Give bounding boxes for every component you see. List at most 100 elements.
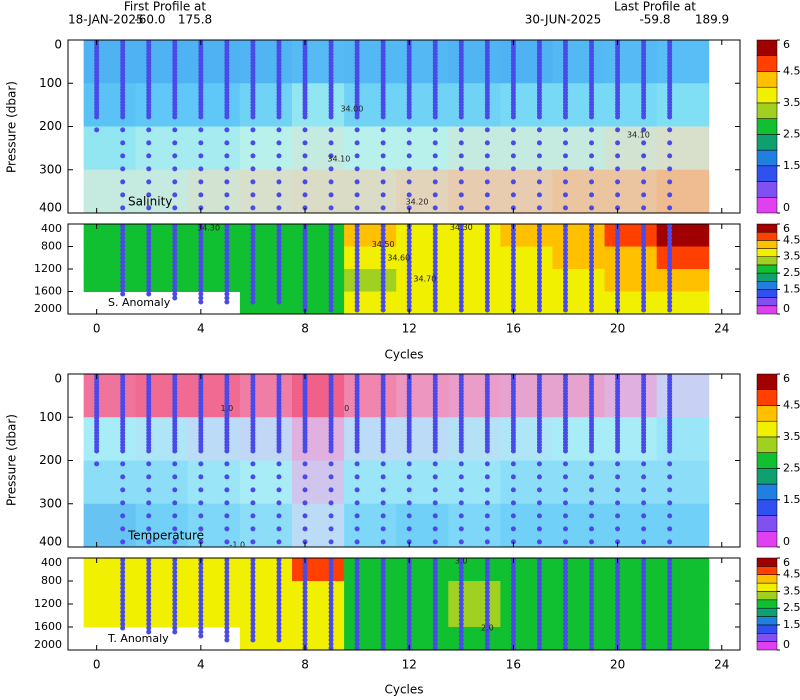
heatmap-cell xyxy=(656,627,710,650)
heatmap-cell xyxy=(344,627,397,650)
heatmap-cell xyxy=(500,291,553,314)
colorbar-tick-label: 1.5 xyxy=(783,282,800,295)
heatmap-cell xyxy=(396,460,449,505)
heatmap-cell xyxy=(604,604,658,628)
heatmap-cell xyxy=(396,503,449,547)
x-tick-label: 16 xyxy=(506,658,521,672)
heatmap-cell xyxy=(396,291,449,314)
heatmap-cell xyxy=(604,503,658,547)
heatmap-cell xyxy=(656,126,710,171)
colorbar-bin xyxy=(756,102,778,119)
heatmap-cell xyxy=(448,417,501,461)
x-tick-label: 0 xyxy=(93,322,101,336)
heatmap-cell xyxy=(239,291,293,314)
heatmap-cell xyxy=(135,126,189,171)
heatmap-cell xyxy=(656,417,710,461)
heatmap-cell xyxy=(552,460,606,505)
contour-label: 34.70 xyxy=(413,275,436,284)
x-tick-label: 20 xyxy=(610,322,625,336)
contour-label: 2.0 xyxy=(481,624,494,633)
heatmap-cell xyxy=(239,627,293,650)
colorbar-bin xyxy=(756,468,778,485)
colorbar-bin xyxy=(756,616,778,626)
colorbar-bin xyxy=(756,566,778,575)
heatmap-cell xyxy=(552,224,606,247)
heatmap-cell xyxy=(656,224,710,247)
heatmap-cell xyxy=(135,558,189,582)
y-tick-label: 2000 xyxy=(34,638,62,651)
colorbar-tick-label: 3.5 xyxy=(783,96,800,109)
heatmap-cell xyxy=(604,558,658,582)
colorbar-tick-label: 0 xyxy=(783,201,790,214)
heatmap-cell xyxy=(604,417,658,461)
colorbar-bin xyxy=(756,389,778,406)
x-tick-label: 12 xyxy=(402,658,417,672)
heatmap-cell xyxy=(292,374,345,418)
colorbar-tick-label: 2.5 xyxy=(783,601,800,614)
colorbar-bin xyxy=(756,633,778,642)
heatmap-cell xyxy=(448,374,501,418)
heatmap-cell xyxy=(656,604,710,628)
heatmap-cell xyxy=(239,558,293,582)
colorbar-tick-label: 4.5 xyxy=(783,233,800,246)
colorbar-bin xyxy=(756,281,778,290)
heatmap-cell xyxy=(135,169,189,213)
y-tick-label: 400 xyxy=(39,535,62,549)
colorbar-tick-label: 3.5 xyxy=(783,250,800,263)
colorbar-bin xyxy=(756,499,778,516)
heatmap-cell xyxy=(656,269,710,292)
heatmap-cell xyxy=(135,40,189,84)
y-tick-label: 200 xyxy=(39,453,62,467)
panel-label: T. Anomaly xyxy=(107,632,169,645)
colorbar-bin xyxy=(756,624,778,634)
heatmap-cell xyxy=(500,83,553,127)
heatmap-cell xyxy=(604,40,658,84)
colorbar-tick-label: 3.5 xyxy=(783,430,800,443)
heatmap-cell xyxy=(656,460,710,505)
heatmap-cell xyxy=(83,558,137,582)
heatmap-cell xyxy=(187,126,241,171)
heatmap-cell xyxy=(448,126,501,171)
heatmap-cell xyxy=(552,581,606,605)
first-profile-lat: -60.0 xyxy=(134,13,165,27)
heatmap-cell xyxy=(187,169,241,213)
heatmap-cell xyxy=(396,83,449,127)
colorbar-bin xyxy=(756,452,778,469)
heatmap-cell xyxy=(292,246,345,270)
last-profile-lon: 189.9 xyxy=(695,13,729,27)
heatmap-cell xyxy=(552,246,606,270)
heatmap-cell xyxy=(396,627,449,650)
y-tick-label: 2000 xyxy=(34,302,62,315)
y-tick-label: 100 xyxy=(39,410,62,424)
colorbar-tick-label: 1.5 xyxy=(783,618,800,631)
contour-label: 34.10 xyxy=(627,131,650,140)
panel-label: Salinity xyxy=(128,195,172,209)
heatmap-cell xyxy=(187,460,241,505)
contour-label: 3.0 xyxy=(455,556,468,565)
colorbar-tick-label: 6 xyxy=(783,38,790,51)
x-tick-label: 24 xyxy=(714,322,729,336)
heatmap-cell xyxy=(448,291,501,314)
colorbar-tick-label: 2.5 xyxy=(783,266,800,279)
heatmap-cell xyxy=(239,126,293,171)
heatmap-cell xyxy=(552,126,606,171)
y-tick-label: 400 xyxy=(41,222,62,235)
heatmap-cell xyxy=(292,558,345,582)
heatmap-cell xyxy=(396,169,449,213)
heatmap-cell xyxy=(656,83,710,127)
y-axis-label: Pressure (dbar) xyxy=(5,81,19,173)
heatmap-cell xyxy=(135,224,189,247)
heatmap-cell xyxy=(604,269,658,292)
y-axis-label: Pressure (dbar) xyxy=(5,414,19,506)
colorbar-bin xyxy=(756,641,778,651)
heatmap-cell xyxy=(83,503,137,547)
heatmap-cell xyxy=(396,374,449,418)
y-tick-label: 300 xyxy=(39,162,62,176)
heatmap-cell xyxy=(239,40,293,84)
last-profile-title: Last Profile at xyxy=(614,0,696,14)
colorbar-bin xyxy=(756,118,778,135)
contour-label: 1.0 xyxy=(221,404,234,413)
heatmap-cell xyxy=(239,246,293,270)
heatmap-cell xyxy=(83,269,137,292)
heatmap-cell xyxy=(448,581,501,605)
